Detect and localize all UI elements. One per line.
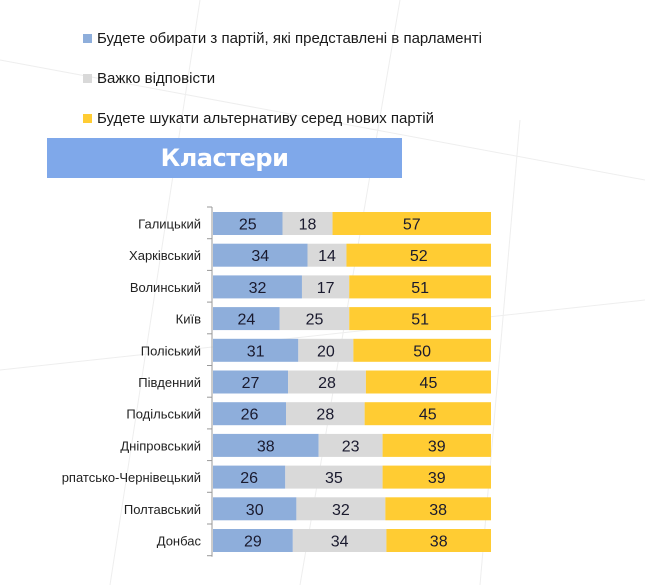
data-label: 28 [316,407,334,424]
data-label: 38 [257,438,275,455]
data-label: 38 [429,502,447,519]
data-label: 57 [403,217,421,234]
data-label: 27 [242,375,260,392]
data-label: 30 [246,502,264,519]
bar-segment [296,497,386,521]
bar-segment [213,338,299,362]
data-label: 31 [247,343,265,360]
data-label: 45 [419,407,437,424]
category-label: Галицький [138,217,201,232]
data-label: 35 [325,470,343,487]
legend-item: Важко відповісти [83,68,215,88]
legend-item: Будете обирати з партій, які представлен… [83,28,482,48]
bar-segment [382,433,491,457]
data-label: 25 [306,312,324,329]
data-label: 26 [241,407,259,424]
data-label: 51 [411,280,429,297]
bar-segment [213,370,289,394]
bar-segment [301,275,350,299]
bar-segment [346,243,491,267]
bar-segment [349,307,491,331]
legend-label: Будете шукати альтернативу серед нових п… [97,109,434,127]
category-label: Харківський [129,248,201,263]
data-label: 17 [317,280,335,297]
bar-segment [385,497,491,521]
bar-segment [213,529,293,552]
category-label: Поліський [141,343,201,358]
data-label: 39 [428,470,446,487]
bar-segment [286,402,365,426]
bar-segment [213,243,308,267]
category-label: Південний [138,375,201,390]
data-label: 34 [251,248,269,265]
legend-swatch [83,73,92,83]
data-label: 51 [411,312,429,329]
bar-segment [382,465,491,489]
bar-segment [288,370,366,394]
category-label: Київ [176,312,201,327]
bar-segment [285,465,383,489]
legend-swatch [83,33,92,43]
chart-title-banner: Кластери [47,138,402,178]
data-label: 28 [318,375,336,392]
bar-segment [213,402,287,426]
legend-swatch [83,113,92,123]
bar-segment [213,307,280,331]
data-label: 38 [430,534,448,551]
bar-segment [386,529,491,552]
legend-label: Важко відповісти [97,69,216,87]
data-label: 25 [239,217,257,234]
chart-title: Кластери [160,144,289,172]
data-label: 45 [420,375,438,392]
bar-segment [292,529,387,552]
data-label: 39 [428,438,446,455]
data-label: 50 [413,343,431,360]
data-label: 23 [342,438,360,455]
bar-segment [213,465,286,489]
bar-segment [307,243,347,267]
data-label: 32 [332,502,350,519]
bar-segment [279,307,350,331]
category-label: Подільський [126,407,201,422]
bar-segment [364,402,491,426]
bar-segment [213,275,302,299]
bar-segment [353,338,491,362]
category-label: Донбас [157,534,202,549]
data-label: 34 [331,534,349,551]
category-label: Дніпровський [120,438,201,453]
legend-item: Будете шукати альтернативу серед нових п… [83,108,434,128]
data-label: 14 [318,248,336,265]
data-label: 18 [299,217,317,234]
bar-segment [213,497,297,521]
bar-segment [332,212,491,235]
category-label: Волинський [130,280,201,295]
data-label: 32 [249,280,267,297]
category-label: рпатсько-Чернівецький [62,470,201,485]
bar-segment [213,212,283,235]
data-label: 20 [317,343,335,360]
bar-segment [349,275,491,299]
bar-segment [365,370,491,394]
category-label: Полтавський [124,502,201,517]
data-label: 24 [237,312,255,329]
data-label: 29 [244,534,262,551]
bar-segment [298,338,354,362]
data-label: 52 [410,248,428,265]
bar-segment [282,212,333,235]
legend-label: Будете обирати з партій, які представлен… [97,29,482,47]
data-label: 26 [240,470,258,487]
bar-segment [318,433,383,457]
bar-segment [213,433,319,457]
